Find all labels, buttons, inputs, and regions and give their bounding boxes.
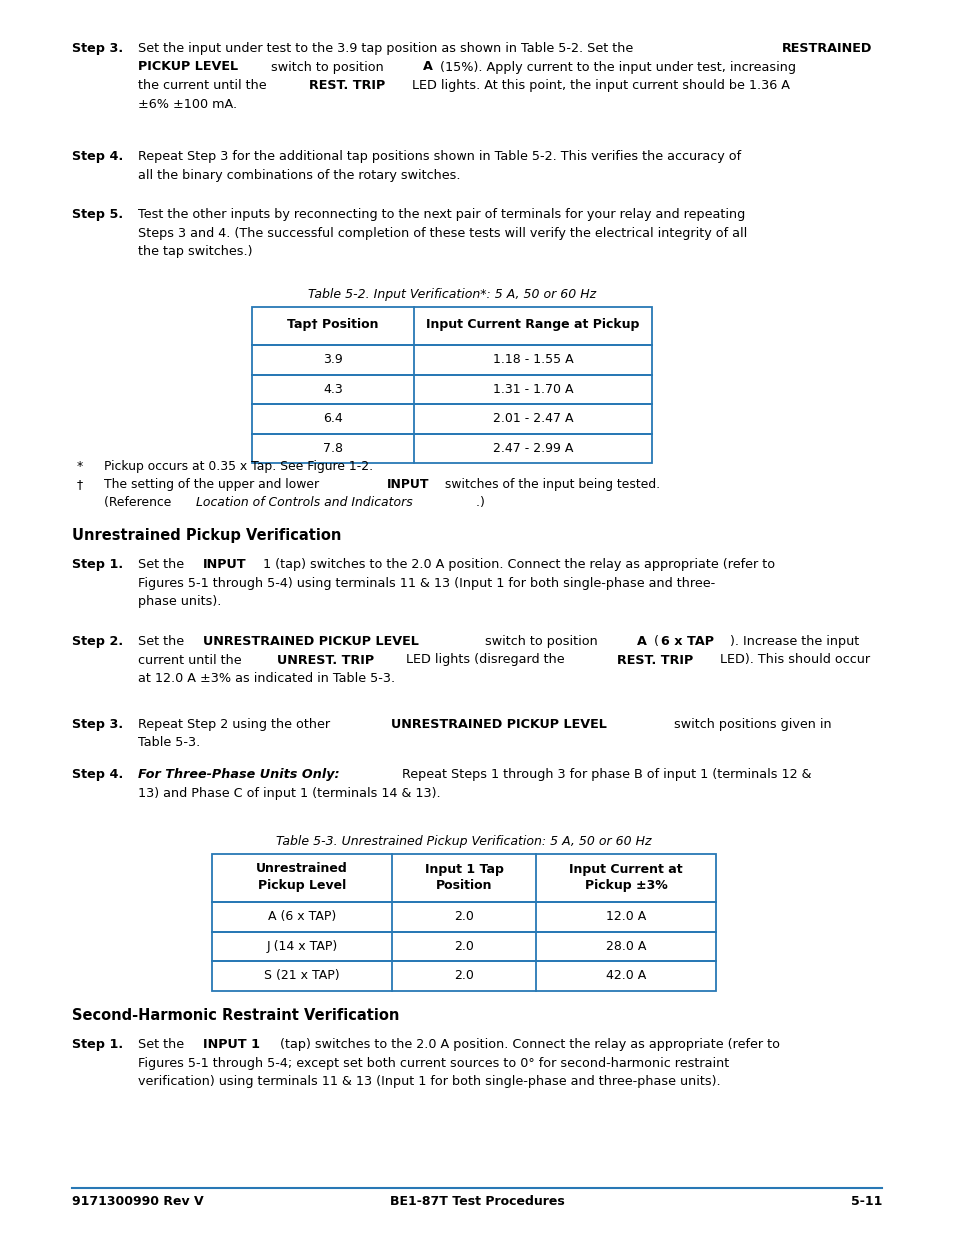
Text: Set the: Set the [138, 1037, 188, 1051]
Text: PICKUP LEVEL: PICKUP LEVEL [138, 61, 238, 74]
Text: Step 1.: Step 1. [71, 1037, 123, 1051]
Text: verification) using terminals 11 & 13 (Input 1 for both single-phase and three-p: verification) using terminals 11 & 13 (I… [138, 1074, 720, 1088]
Text: Test the other inputs by reconnecting to the next pair of terminals for your rel: Test the other inputs by reconnecting to… [138, 207, 744, 221]
Bar [252, 308, 651, 463]
Text: S (21 x TAP): S (21 x TAP) [264, 969, 339, 982]
Text: 4.3: 4.3 [323, 383, 342, 395]
Text: (15%). Apply current to the input under test, increasing: (15%). Apply current to the input under … [436, 61, 795, 74]
Text: 9171300990 Rev V: 9171300990 Rev V [71, 1195, 203, 1208]
Text: 28.0 A: 28.0 A [605, 940, 645, 952]
Text: 2.01 - 2.47 A: 2.01 - 2.47 A [493, 412, 573, 425]
Text: all the binary combinations of the rotary switches.: all the binary combinations of the rotar… [138, 168, 460, 182]
Text: Input Current at: Input Current at [569, 862, 682, 876]
Text: 42.0 A: 42.0 A [605, 969, 645, 982]
Text: Second-Harmonic Restraint Verification: Second-Harmonic Restraint Verification [71, 1008, 399, 1023]
Text: LED lights. At this point, the input current should be 1.36 A: LED lights. At this point, the input cur… [407, 79, 789, 91]
Text: 12.0 A: 12.0 A [605, 910, 645, 924]
Text: 6 x TAP: 6 x TAP [660, 635, 714, 648]
Text: Repeat Step 3 for the additional tap positions shown in Table 5-2. This verifies: Repeat Step 3 for the additional tap pos… [138, 149, 740, 163]
Text: ). Increase the input: ). Increase the input [729, 635, 858, 648]
Text: Input Current Range at Pickup: Input Current Range at Pickup [426, 319, 639, 331]
Text: Step 3.: Step 3. [71, 42, 123, 56]
Text: switch to position: switch to position [480, 635, 601, 648]
Text: Step 5.: Step 5. [71, 207, 123, 221]
Text: 5-11: 5-11 [850, 1195, 882, 1208]
Text: Step 4.: Step 4. [71, 149, 123, 163]
Text: 1.18 - 1.55 A: 1.18 - 1.55 A [492, 353, 573, 367]
Text: Pickup Level: Pickup Level [257, 879, 346, 892]
Text: 1.31 - 1.70 A: 1.31 - 1.70 A [493, 383, 573, 395]
Text: current until the: current until the [138, 653, 245, 667]
Text: A: A [637, 635, 646, 648]
Text: 2.0: 2.0 [454, 969, 474, 982]
Text: Position: Position [436, 879, 492, 892]
Text: Step 3.: Step 3. [71, 718, 123, 731]
Text: (tap) switches to the 2.0 A position. Connect the relay as appropriate (refer to: (tap) switches to the 2.0 A position. Co… [276, 1037, 780, 1051]
Text: 2.47 - 2.99 A: 2.47 - 2.99 A [493, 442, 573, 454]
Text: 2.0: 2.0 [454, 910, 474, 924]
Text: the tap switches.): the tap switches.) [138, 245, 253, 258]
Text: UNRESTRAINED PICKUP LEVEL: UNRESTRAINED PICKUP LEVEL [202, 635, 418, 648]
Text: Repeat Step 2 using the other: Repeat Step 2 using the other [138, 718, 334, 731]
Text: Step 2.: Step 2. [71, 635, 123, 648]
Text: A: A [422, 61, 433, 74]
Text: J (14 x TAP): J (14 x TAP) [266, 940, 337, 952]
Text: †: † [77, 478, 83, 492]
Text: INPUT: INPUT [386, 478, 429, 492]
Text: 13) and Phase C of input 1 (terminals 14 & 13).: 13) and Phase C of input 1 (terminals 14… [138, 787, 440, 799]
Text: Step 1.: Step 1. [71, 558, 123, 571]
Text: UNRESTRAINED PICKUP LEVEL: UNRESTRAINED PICKUP LEVEL [391, 718, 606, 731]
Text: REST. TRIP: REST. TRIP [617, 653, 693, 667]
Text: Set the: Set the [138, 558, 188, 571]
Text: Table 5-3.: Table 5-3. [138, 736, 200, 750]
Text: Table 5-2. Input Verification*: 5 A, 50 or 60 Hz: Table 5-2. Input Verification*: 5 A, 50 … [308, 288, 596, 301]
Text: LED lights (disregard the: LED lights (disregard the [402, 653, 568, 667]
Text: 2.0: 2.0 [454, 940, 474, 952]
Text: Table 5-3. Unrestrained Pickup Verification: 5 A, 50 or 60 Hz: Table 5-3. Unrestrained Pickup Verificat… [276, 835, 651, 848]
Text: at 12.0 A ±3% as indicated in Table 5-3.: at 12.0 A ±3% as indicated in Table 5-3. [138, 672, 395, 685]
Text: Pickup ±3%: Pickup ±3% [584, 879, 667, 892]
Text: .)​: .)​ [476, 496, 484, 509]
Text: Input 1 Tap: Input 1 Tap [424, 862, 503, 876]
Bar [212, 853, 716, 990]
Text: switch positions given in: switch positions given in [669, 718, 830, 731]
Text: Tap† Position: Tap† Position [287, 319, 378, 331]
Text: Unrestrained: Unrestrained [255, 862, 348, 876]
Text: 1 (tap) switches to the 2.0 A position. Connect the relay as appropriate (refer : 1 (tap) switches to the 2.0 A position. … [258, 558, 774, 571]
Text: 3.9: 3.9 [323, 353, 342, 367]
Text: *: * [77, 459, 83, 473]
Text: BE1-87T Test Procedures: BE1-87T Test Procedures [389, 1195, 564, 1208]
Text: A (6 x TAP): A (6 x TAP) [268, 910, 335, 924]
Text: ±6% ±100 mA.: ±6% ±100 mA. [138, 98, 237, 110]
Text: (: ( [649, 635, 659, 648]
Text: the current until the: the current until the [138, 79, 271, 91]
Text: phase units).: phase units). [138, 595, 221, 608]
Text: Step 4.: Step 4. [71, 768, 123, 781]
Text: 6.4: 6.4 [323, 412, 342, 425]
Text: For Three-Phase Units Only:: For Three-Phase Units Only: [138, 768, 339, 781]
Text: Steps 3 and 4. (The successful completion of these tests will verify the electri: Steps 3 and 4. (The successful completio… [138, 226, 746, 240]
Text: INPUT: INPUT [202, 558, 246, 571]
Text: Figures 5-1 through 5-4) using terminals 11 & 13 (Input 1 for both single-phase : Figures 5-1 through 5-4) using terminals… [138, 577, 715, 589]
Text: Set the input under test to the 3.9 tap position as shown in Table 5-2. Set the: Set the input under test to the 3.9 tap … [138, 42, 637, 56]
Text: switches of the input being tested.: switches of the input being tested. [441, 478, 659, 492]
Text: switch to position: switch to position [267, 61, 388, 74]
Text: INPUT 1: INPUT 1 [202, 1037, 259, 1051]
Text: Location of Controls and Indicators: Location of Controls and Indicators [195, 496, 413, 509]
Text: Set the: Set the [138, 635, 188, 648]
Text: Pickup occurs at 0.35 x Tap. See Figure 1-2.: Pickup occurs at 0.35 x Tap. See Figure … [104, 459, 373, 473]
Text: Unrestrained Pickup Verification: Unrestrained Pickup Verification [71, 529, 341, 543]
Text: LED). This should occur: LED). This should occur [715, 653, 869, 667]
Text: RESTRAINED: RESTRAINED [781, 42, 872, 56]
Text: (Reference: (Reference [104, 496, 175, 509]
Text: Figures 5-1 through 5-4; except set both current sources to 0° for second-harmon: Figures 5-1 through 5-4; except set both… [138, 1056, 728, 1070]
Text: The setting of the upper and lower: The setting of the upper and lower [104, 478, 323, 492]
Text: REST. TRIP: REST. TRIP [309, 79, 385, 91]
Text: 7.8: 7.8 [323, 442, 343, 454]
Text: UNREST. TRIP: UNREST. TRIP [276, 653, 374, 667]
Text: Repeat Steps 1 through 3 for phase B of input 1 (terminals 12 &: Repeat Steps 1 through 3 for phase B of … [397, 768, 811, 781]
